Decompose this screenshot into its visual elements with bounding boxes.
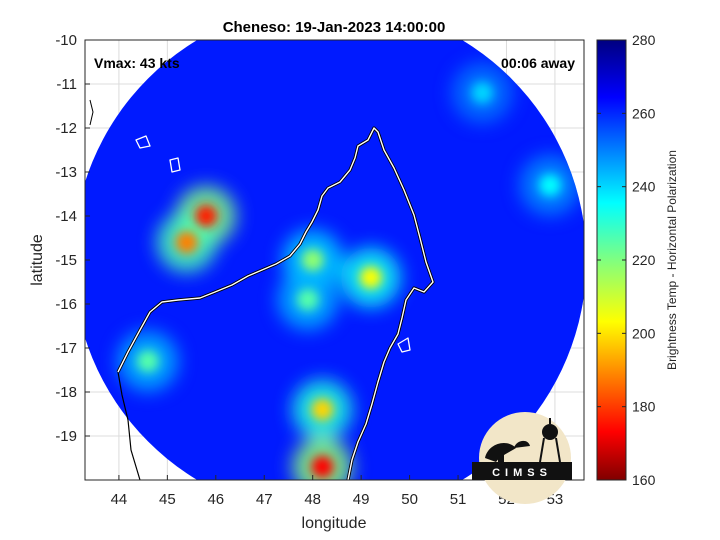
colorbar-tick-label: 200	[632, 325, 656, 341]
colorbar-label: Brightness Temp - Horizontal Polarizatio…	[665, 150, 679, 370]
y-axis: -10 -11 -12 -13 -14 -15 -16 -17 -18 -19	[55, 32, 90, 445]
y-tick-label: -11	[56, 76, 77, 93]
swath-feature	[175, 231, 198, 254]
x-tick-label: 49	[353, 491, 370, 508]
x-axis: 44454647484950515253	[111, 475, 563, 508]
swath-feature	[301, 249, 324, 271]
y-tick-label: -15	[55, 252, 77, 269]
colorbar-tick-label: 260	[632, 105, 656, 121]
colorbar-tick-label: 180	[632, 399, 656, 415]
x-tick-label: 45	[159, 491, 176, 508]
colorbar-tick-label: 220	[632, 252, 656, 268]
y-tick-label: -16	[55, 296, 77, 313]
y-tick-label: -14	[55, 208, 77, 225]
swath-feature	[136, 350, 159, 373]
y-tick-label: -13	[55, 164, 77, 181]
colorbar-ticks: 160 180 200 220 240 260 280	[597, 32, 656, 488]
colorbar-tick-label: 240	[632, 179, 656, 195]
y-tick-label: -17	[55, 340, 77, 357]
x-tick-label: 51	[450, 491, 467, 508]
x-tick-label: 48	[304, 491, 321, 508]
y-tick-label: -12	[55, 120, 77, 137]
y-tick-label: -19	[55, 428, 77, 445]
cimss-logo-text: CIMSS	[492, 467, 552, 479]
swath-feature	[471, 81, 494, 104]
x-tick-label: 47	[256, 491, 273, 508]
chart-title: Cheneso: 19-Jan-2023 14:00:00	[223, 19, 446, 36]
brightness-temp-swath	[85, 40, 584, 480]
cimss-logo: CIMSS	[472, 412, 572, 504]
y-tick-label: -18	[55, 384, 77, 401]
x-axis-label: longitude	[302, 515, 367, 532]
x-tick-label: 46	[207, 491, 224, 508]
colorbar-tick-label: 280	[632, 32, 656, 48]
time-offset-annotation: 00:06 away	[501, 55, 575, 71]
swath-feature	[311, 398, 334, 421]
colorbar-tick-label: 160	[632, 472, 656, 488]
y-axis-label: latitude	[29, 234, 46, 286]
swath-feature	[539, 174, 562, 197]
vmax-annotation: Vmax: 43 kts	[94, 55, 180, 71]
y-tick-label: -10	[55, 32, 77, 49]
x-tick-label: 50	[401, 491, 418, 508]
colorbar	[596, 39, 627, 481]
swath-feature	[359, 266, 382, 289]
x-tick-label: 44	[111, 491, 128, 508]
swath-feature	[296, 288, 319, 311]
coastline	[89, 99, 435, 480]
swath-feature	[311, 455, 334, 478]
swath-feature	[195, 205, 218, 227]
